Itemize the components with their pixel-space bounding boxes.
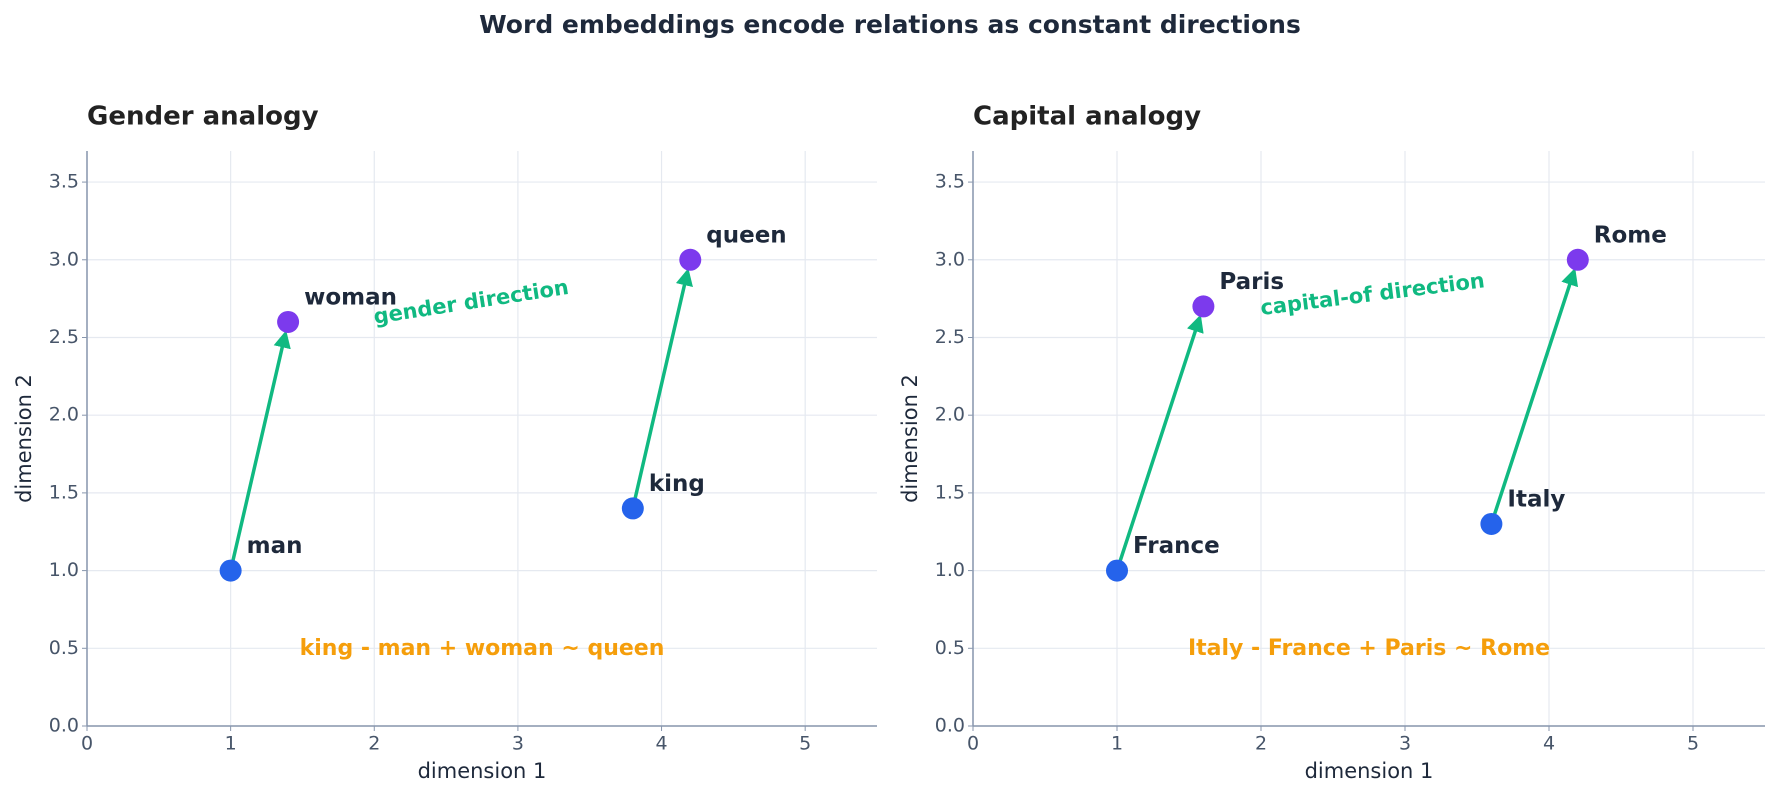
relation-arrow	[1115, 314, 1204, 572]
word-point	[1192, 295, 1215, 318]
y-tick-label: 2.0	[49, 404, 79, 426]
y-tick-label: 3.5	[935, 171, 965, 193]
relation-arrow	[1489, 267, 1579, 525]
x-tick-label: 2	[1255, 733, 1267, 755]
x-tick-label: 5	[1687, 733, 1699, 755]
x-axis-label: dimension 1	[418, 759, 547, 783]
y-tick-label: 2.5	[935, 326, 965, 348]
x-axis-label: dimension 1	[1305, 759, 1434, 783]
formula: Italy - France + Paris ~ Rome	[1188, 636, 1550, 661]
x-tick-label: 5	[799, 733, 811, 755]
word-label: France	[1133, 533, 1220, 559]
y-axis-label: dimension 2	[898, 374, 922, 503]
y-tick-label: 3.5	[49, 171, 79, 193]
word-label: Paris	[1219, 269, 1284, 295]
y-tick-label: 0.5	[49, 637, 79, 659]
subplot-title: Capital analogy	[973, 102, 1201, 132]
y-tick-label: 1.5	[935, 481, 965, 503]
x-tick-label: 0	[967, 733, 979, 755]
word-point	[277, 310, 300, 333]
word-point	[679, 248, 702, 271]
y-tick-label: 0.0	[935, 715, 965, 737]
y-tick-label: 0.5	[935, 637, 965, 659]
x-tick-label: 4	[655, 733, 667, 755]
figure-title: Word embeddings encode relations as cons…	[479, 10, 1301, 39]
word-label: Italy	[1507, 486, 1565, 512]
x-tick-label: 1	[1111, 733, 1123, 755]
word-point	[1480, 512, 1503, 535]
y-tick-label: 2.0	[935, 404, 965, 426]
word-point	[621, 497, 644, 520]
word-label: woman	[304, 284, 397, 310]
y-tick-label: 1.0	[49, 559, 79, 581]
word-point	[1566, 248, 1589, 271]
relation-arrow	[228, 330, 291, 571]
word-label: queen	[706, 222, 786, 248]
y-tick-label: 1.0	[935, 559, 965, 581]
word-label: king	[649, 471, 705, 497]
y-tick-label: 0.0	[49, 715, 79, 737]
word-label: man	[247, 533, 303, 559]
direction-label: gender direction	[372, 275, 570, 329]
subplot-title: Gender analogy	[87, 102, 319, 132]
x-tick-label: 0	[81, 733, 93, 755]
x-tick-label: 1	[225, 733, 237, 755]
y-tick-label: 3.0	[49, 248, 79, 270]
x-tick-label: 3	[512, 733, 524, 755]
formula: king - man + woman ~ queen	[300, 636, 665, 661]
x-tick-label: 2	[368, 733, 380, 755]
word-label: Rome	[1594, 222, 1667, 248]
relation-arrow	[631, 268, 693, 509]
direction-label: capital-of direction	[1259, 268, 1486, 320]
word-point	[219, 559, 242, 582]
y-tick-label: 3.0	[935, 248, 965, 270]
y-tick-label: 2.5	[49, 326, 79, 348]
word-point	[1106, 559, 1128, 582]
y-axis-label: dimension 2	[12, 374, 36, 503]
x-tick-label: 3	[1399, 733, 1411, 755]
y-tick-label: 1.5	[49, 481, 79, 503]
x-tick-label: 4	[1543, 733, 1555, 755]
